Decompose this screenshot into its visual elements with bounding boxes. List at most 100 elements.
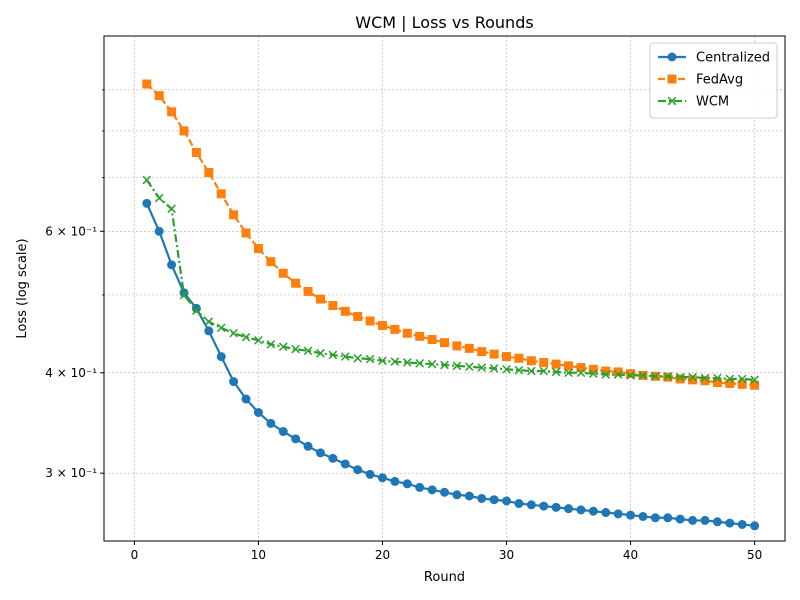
- data-point-centralized: [539, 501, 549, 511]
- legend-item-wcm: WCM: [658, 95, 729, 110]
- data-point-fedavg: [427, 335, 437, 345]
- data-point-centralized: [688, 515, 698, 525]
- data-point-centralized: [415, 482, 425, 492]
- data-point-centralized: [440, 487, 449, 497]
- data-point-centralized: [725, 518, 735, 528]
- data-point-fedavg: [415, 331, 425, 341]
- data-point-fedavg: [526, 356, 536, 366]
- data-point-fedavg: [700, 376, 710, 386]
- data-point-wcm: [291, 344, 300, 354]
- data-point-centralized: [452, 490, 462, 500]
- data-point-fedavg: [464, 343, 474, 353]
- data-point-wcm: [353, 353, 362, 363]
- legend-item-centralized: Centralized: [658, 51, 770, 66]
- data-point-wcm: [539, 366, 549, 376]
- data-point-centralized: [266, 418, 276, 428]
- data-point-wcm: [750, 375, 759, 385]
- data-point-centralized: [477, 493, 487, 503]
- data-point-centralized: [241, 394, 251, 404]
- series-centralized: [142, 198, 760, 531]
- data-point-wcm: [142, 175, 152, 185]
- data-point-centralized: [750, 521, 760, 531]
- data-point-fedavg: [179, 126, 189, 136]
- data-point-wcm: [390, 357, 400, 366]
- data-point-fedavg: [576, 363, 586, 373]
- data-point-fedavg: [502, 352, 512, 362]
- data-point-centralized: [291, 434, 301, 444]
- data-point-wcm: [651, 371, 660, 381]
- data-point-wcm: [266, 339, 276, 349]
- data-point-centralized: [626, 510, 636, 520]
- data-point-centralized: [613, 509, 623, 519]
- data-point-wcm: [340, 352, 350, 361]
- grid: [104, 36, 785, 541]
- y-tick-label: 3 × 10⁻¹: [45, 466, 97, 480]
- data-point-fedavg: [328, 301, 338, 311]
- x-axis-label: Round: [424, 570, 465, 585]
- data-point-centralized: [502, 496, 512, 506]
- data-point-fedavg: [291, 278, 301, 288]
- legend-label-fedavg: FedAvg: [696, 73, 743, 88]
- data-point-fedavg: [514, 353, 524, 363]
- data-point-fedavg: [253, 244, 263, 254]
- data-point-wcm: [613, 370, 623, 379]
- data-point-wcm: [192, 306, 201, 315]
- data-point-fedavg: [303, 286, 313, 296]
- data-point-fedavg: [402, 328, 412, 338]
- data-point-wcm: [464, 362, 474, 372]
- data-point-wcm: [551, 367, 561, 377]
- data-point-wcm: [688, 372, 697, 382]
- data-point-wcm: [477, 363, 487, 372]
- legend-item-fedavg: FedAvg: [658, 73, 743, 88]
- data-point-wcm: [316, 348, 325, 358]
- data-point-centralized: [167, 260, 177, 270]
- data-point-wcm: [589, 369, 598, 378]
- data-point-centralized: [253, 407, 263, 417]
- legend-label-centralized: Centralized: [696, 51, 770, 66]
- data-point-centralized: [402, 479, 412, 489]
- data-point-fedavg: [440, 338, 449, 348]
- data-point-wcm: [737, 374, 747, 384]
- data-point-fedavg: [551, 359, 561, 369]
- data-point-centralized: [576, 505, 586, 515]
- legend-marker-fedavg: [667, 74, 677, 84]
- data-point-fedavg: [278, 268, 288, 278]
- data-point-fedavg: [675, 374, 685, 384]
- data-point-fedavg: [142, 79, 152, 89]
- data-point-centralized: [216, 352, 226, 362]
- data-point-fedavg: [353, 311, 363, 321]
- series-layer: [142, 79, 760, 531]
- data-point-fedavg: [712, 378, 722, 388]
- data-point-wcm: [204, 317, 214, 327]
- legend-marker-centralized: [667, 52, 677, 62]
- data-point-fedavg: [564, 361, 574, 371]
- data-point-centralized: [700, 515, 710, 525]
- data-point-fedavg: [154, 91, 164, 101]
- data-point-centralized: [204, 326, 214, 336]
- data-point-wcm: [576, 368, 586, 378]
- data-point-fedavg: [626, 369, 636, 379]
- data-point-wcm: [254, 335, 263, 345]
- data-point-wcm: [663, 371, 673, 381]
- x-tick-label: 30: [499, 548, 514, 562]
- data-point-wcm: [638, 371, 648, 380]
- data-point-centralized: [638, 511, 648, 521]
- data-point-fedavg: [377, 321, 387, 331]
- data-point-centralized: [526, 500, 536, 510]
- data-point-fedavg: [204, 168, 214, 178]
- data-point-wcm: [564, 368, 573, 378]
- series-line-fedavg: [146, 83, 755, 387]
- data-point-centralized: [588, 506, 598, 516]
- data-point-wcm: [626, 371, 635, 380]
- data-point-fedavg: [588, 364, 598, 374]
- data-point-fedavg: [750, 380, 760, 390]
- data-point-centralized: [328, 453, 338, 463]
- data-point-wcm: [415, 358, 425, 368]
- data-point-wcm: [601, 370, 611, 379]
- x-tick-label: 0: [131, 548, 139, 562]
- data-point-wcm: [154, 193, 164, 203]
- x-tick-label: 50: [747, 548, 762, 562]
- x-tick-label: 40: [623, 548, 638, 562]
- data-point-fedavg: [390, 324, 400, 334]
